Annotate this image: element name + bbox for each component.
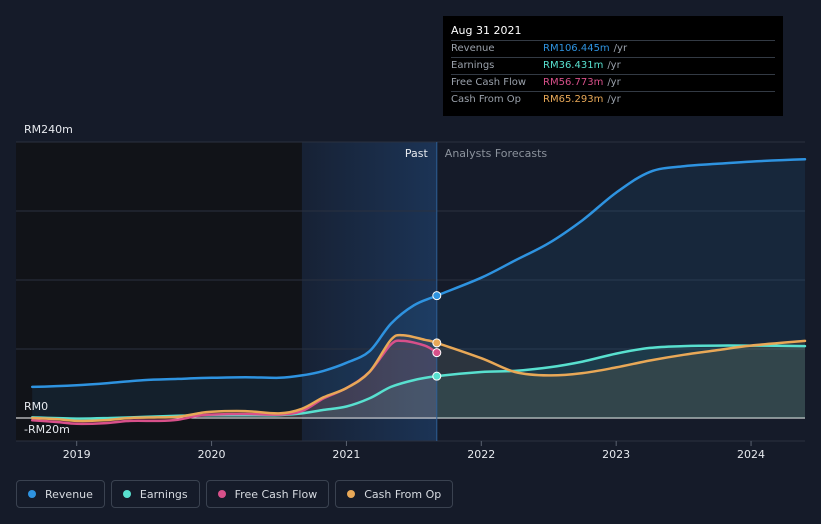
legend-item-revenue[interactable]: Revenue (16, 480, 105, 508)
cash-from-op-marker (432, 338, 442, 348)
revenue-dot-icon (28, 490, 36, 498)
past-label: Past (405, 147, 429, 160)
forecast-label: Analysts Forecasts (445, 147, 548, 160)
pre-past-region (16, 142, 302, 441)
legend-item-earnings[interactable]: Earnings (110, 480, 200, 508)
revenue-marker (432, 291, 442, 301)
tooltip-unit: /yr (613, 43, 628, 54)
tooltip-date: Aug 31 2021 (451, 23, 775, 41)
past-region-highlight (301, 142, 437, 441)
tooltip-label: Earnings (451, 60, 495, 71)
x-tick-label: 2024 (737, 448, 765, 461)
tooltip-row-free-cash-flow: Free Cash Flow RM56.773m /yr (451, 75, 775, 92)
free-cash-flow-line (30, 339, 439, 426)
earnings-dot-icon (122, 490, 131, 498)
free-cash-flow-marker (432, 348, 442, 358)
free-cash-flow-dot-icon (217, 490, 226, 498)
tooltip-unit: /yr (607, 94, 621, 105)
x-tick-label: 2019 (63, 448, 91, 461)
revenue-line (30, 158, 807, 389)
cash-from-op-dot-icon (347, 490, 356, 498)
free-cash-flow-area (32, 340, 437, 424)
y-label-max: RM240m (24, 123, 73, 136)
tooltip: Aug 31 2021 Revenue RM106.445m /yr Earni… (443, 16, 783, 116)
tooltip-value: RM106.445m (543, 43, 610, 54)
earnings-marker (432, 371, 442, 381)
legend-item-cash-from-op[interactable]: Cash From Op (335, 480, 454, 508)
series-lines (30, 158, 807, 426)
legend: Revenue Earnings Free Cash Flow Cash Fro… (16, 480, 454, 508)
tooltip-row-earnings: Earnings RM36.431m /yr (451, 58, 775, 75)
tooltip-label: Revenue (451, 43, 495, 54)
legend-item-free-cash-flow[interactable]: Free Cash Flow (205, 480, 330, 508)
y-label-zero: RM0 (24, 400, 48, 413)
y-label-min: -RM20m (24, 423, 70, 436)
x-tick-label: 2020 (198, 448, 226, 461)
tooltip-unit: /yr (607, 60, 621, 71)
legend-label: Revenue (45, 487, 93, 501)
tooltip-row-revenue: Revenue RM106.445m /yr (451, 41, 775, 58)
tooltip-unit: /yr (607, 77, 621, 88)
tooltip-row-cash-from-op: Cash From Op RM65.293m /yr (451, 92, 775, 108)
tooltip-value: RM56.773m (543, 77, 604, 88)
legend-label: Cash From Op (364, 487, 442, 501)
tooltip-label: Free Cash Flow (451, 77, 527, 88)
tooltip-value: RM65.293m (543, 94, 604, 105)
tooltip-markers (432, 291, 442, 381)
legend-label: Earnings (139, 487, 188, 501)
tooltip-label: Cash From Op (451, 94, 522, 105)
x-axis: 2019 2020 2021 2022 2023 2024 (63, 441, 765, 461)
earnings-area (32, 345, 805, 419)
x-tick-label: 2023 (602, 448, 630, 461)
tooltip-value: RM36.431m (543, 60, 604, 71)
x-tick-label: 2022 (467, 448, 495, 461)
cash-from-op-line (30, 333, 807, 423)
legend-label: Free Cash Flow (234, 487, 318, 501)
x-tick-label: 2021 (332, 448, 360, 461)
